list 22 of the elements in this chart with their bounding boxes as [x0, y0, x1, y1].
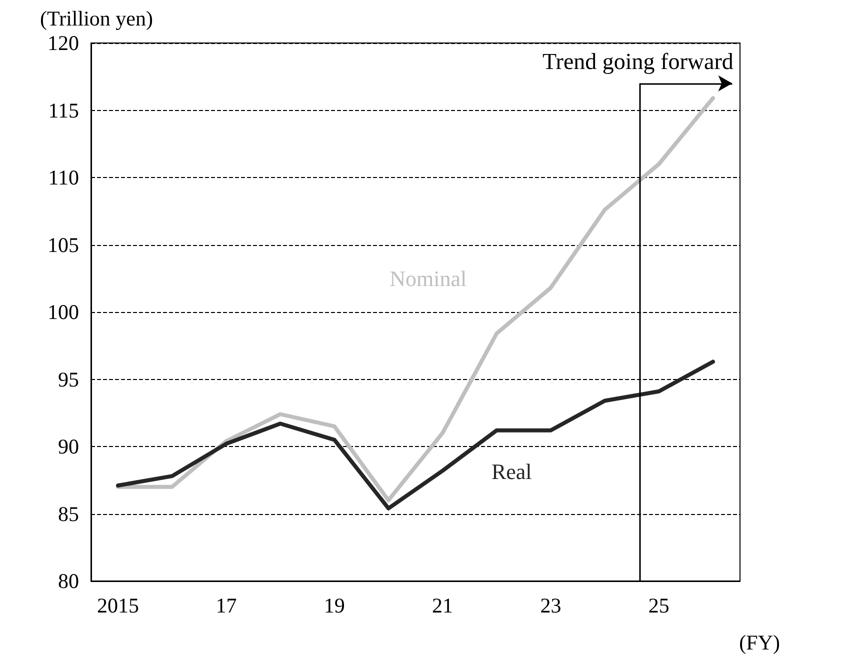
ref-line-label: Trend going forward: [542, 48, 734, 74]
y-tick-label: 100: [48, 300, 79, 324]
x-tick-label: 23: [540, 594, 562, 618]
text: Nominal: [390, 266, 467, 292]
series-label: Real: [491, 458, 532, 484]
y-tick-label: 120: [48, 31, 79, 55]
y-tick-label: 85: [58, 502, 79, 526]
y-tick-label: 90: [58, 434, 79, 458]
y-tick-label: 95: [58, 367, 79, 392]
x-tick-label: 17: [216, 594, 237, 618]
y-tick-label: 110: [48, 166, 79, 190]
x-axis-title: (FY): [739, 630, 780, 654]
y-tick-label: 80: [58, 569, 79, 593]
y-tick-label: 105: [48, 232, 79, 257]
x-tick-label: 25: [648, 594, 670, 618]
y-axis-title: (Trillion yen): [40, 6, 153, 30]
x-tick-label: 21: [432, 594, 454, 618]
y-tick-label: 115: [48, 98, 79, 122]
line-series: [116, 96, 715, 502]
x-tick-label: 19: [324, 594, 345, 618]
line-series: [116, 360, 715, 510]
x-tick-label: 2015: [97, 594, 140, 618]
